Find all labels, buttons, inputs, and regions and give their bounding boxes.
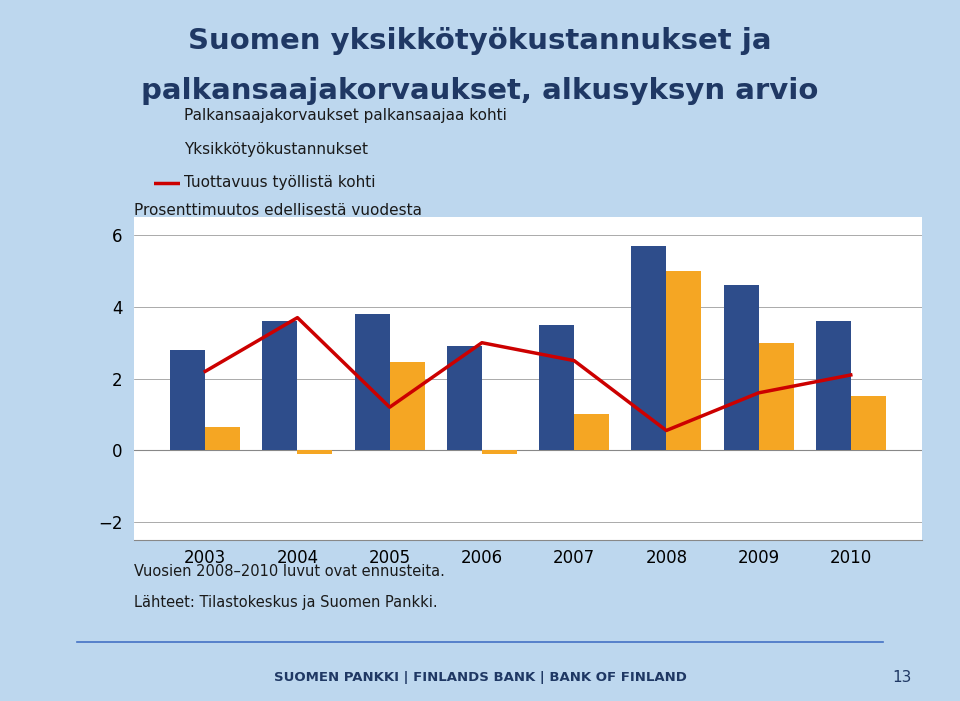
Bar <box>724 285 758 450</box>
Text: 13: 13 <box>893 670 912 685</box>
Bar <box>816 321 851 450</box>
Bar <box>540 325 574 450</box>
Bar <box>354 314 390 450</box>
Bar <box>632 246 666 450</box>
Text: palkansaajakorvaukset, alkusyksyn arvio: palkansaajakorvaukset, alkusyksyn arvio <box>141 76 819 104</box>
Bar <box>446 346 482 450</box>
Text: Yksikkötyökustannukset: Yksikkötyökustannukset <box>184 142 369 157</box>
Bar <box>298 450 332 454</box>
Text: Palkansaajakorvaukset palkansaajaa kohti: Palkansaajakorvaukset palkansaajaa kohti <box>184 108 507 123</box>
Bar <box>574 414 610 450</box>
Bar <box>758 343 794 450</box>
Bar <box>390 362 424 450</box>
Bar <box>170 350 205 450</box>
Text: Suomen yksikkötyökustannukset ja: Suomen yksikkötyökustannukset ja <box>188 27 772 55</box>
Text: Prosenttimuutos edellisestä vuodesta: Prosenttimuutos edellisestä vuodesta <box>134 203 422 218</box>
Bar <box>262 321 298 450</box>
Text: Tuottavuus työllistä kohti: Tuottavuus työllistä kohti <box>184 175 375 191</box>
Bar <box>482 450 516 454</box>
Bar <box>205 427 240 450</box>
Text: Lähteet: Tilastokeskus ja Suomen Pankki.: Lähteet: Tilastokeskus ja Suomen Pankki. <box>134 595 438 611</box>
Bar <box>851 397 886 450</box>
Text: SUOMEN PANKKI | FINLANDS BANK | BANK OF FINLAND: SUOMEN PANKKI | FINLANDS BANK | BANK OF … <box>274 671 686 684</box>
Bar <box>666 271 702 450</box>
Text: Vuosien 2008–2010 luvut ovat ennusteita.: Vuosien 2008–2010 luvut ovat ennusteita. <box>134 564 445 579</box>
